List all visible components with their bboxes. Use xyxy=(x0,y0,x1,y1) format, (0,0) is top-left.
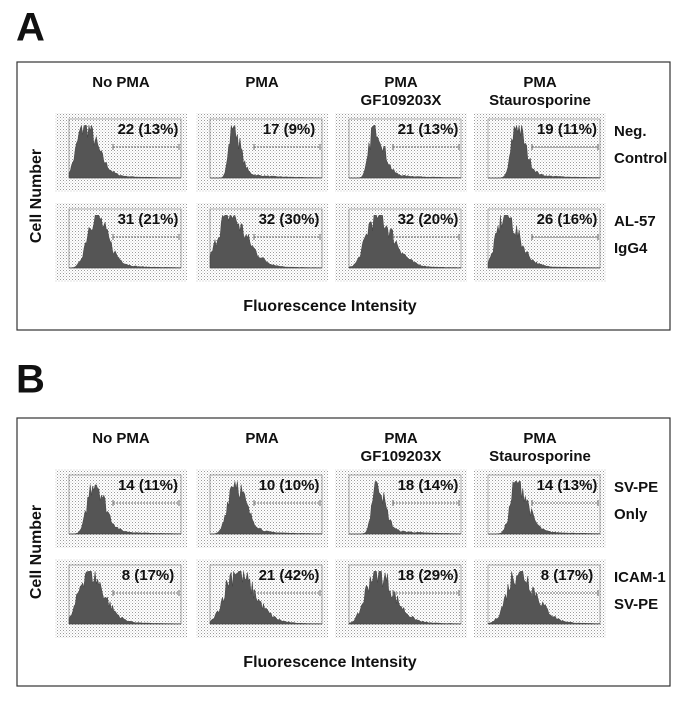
row-label: ICAM-1 xyxy=(614,569,666,586)
column-header: GF109203X xyxy=(361,92,442,109)
panel-letter: B xyxy=(16,358,45,402)
column-header: Staurosporine xyxy=(489,92,591,109)
x-axis-label: Fluorescence Intensity xyxy=(243,654,416,671)
histogram xyxy=(210,124,323,179)
histogram xyxy=(488,481,601,535)
gate-count-label: 8 (17%) xyxy=(541,567,594,584)
plot-background xyxy=(335,203,467,282)
histogram xyxy=(68,124,182,179)
gate-count-label: 22 (13%) xyxy=(118,121,179,138)
gate-count-label: 8 (17%) xyxy=(122,567,175,584)
y-axis-label: Cell Number xyxy=(28,149,45,243)
histogram-plot xyxy=(196,203,328,282)
gate-count-label: 32 (30%) xyxy=(259,211,320,228)
gate-count-label: 14 (11%) xyxy=(118,477,178,494)
plot-background xyxy=(55,469,187,548)
histogram xyxy=(209,571,323,625)
histogram xyxy=(68,571,182,625)
column-header: GF109203X xyxy=(361,448,442,465)
histogram-plot xyxy=(55,559,187,638)
panel-box xyxy=(16,417,671,687)
row-label: SV-PE xyxy=(614,596,658,613)
plot-background xyxy=(196,469,328,548)
gate-count-label: 21 (13%) xyxy=(398,121,459,138)
y-axis-label: Cell Number xyxy=(28,505,45,599)
gate-count-label: 21 (42%) xyxy=(259,567,320,584)
column-header: No PMA xyxy=(92,74,150,91)
plot-background xyxy=(335,469,467,548)
panel-letter: A xyxy=(16,6,45,50)
histogram-plot xyxy=(196,113,328,192)
histogram-plot xyxy=(474,113,606,192)
histogram-plot xyxy=(335,113,467,192)
gate-count-label: 18 (14%) xyxy=(398,477,459,494)
histogram-plot xyxy=(335,559,467,638)
histogram-plot xyxy=(474,203,606,282)
histogram-plot xyxy=(474,559,606,638)
histogram-plot xyxy=(335,469,467,548)
histogram-plot xyxy=(474,469,606,548)
histogram xyxy=(69,484,182,535)
row-label: SV-PE xyxy=(614,479,658,496)
column-header: PMA xyxy=(245,74,279,91)
plot-background xyxy=(474,469,606,548)
column-header: PMA xyxy=(523,430,557,447)
column-header: PMA xyxy=(245,430,279,447)
row-label: Control xyxy=(614,150,667,167)
column-header: PMA xyxy=(523,74,557,91)
histogram-plot xyxy=(335,203,467,282)
row-label: Neg. xyxy=(614,123,647,140)
histogram-plot xyxy=(196,559,328,638)
plot-background xyxy=(335,559,467,638)
histogram xyxy=(487,215,601,269)
histogram xyxy=(488,125,601,179)
histogram xyxy=(349,125,462,179)
histogram-plot xyxy=(55,113,187,192)
plot-background xyxy=(55,203,187,282)
histogram xyxy=(348,571,462,625)
column-header: PMA xyxy=(384,74,418,91)
histogram-plot xyxy=(196,469,328,548)
panel-box xyxy=(16,61,671,331)
gate-count-label: 17 (9%) xyxy=(263,121,316,138)
plot-background xyxy=(474,113,606,192)
column-header: PMA xyxy=(384,430,418,447)
histogram xyxy=(349,481,462,535)
gate-count-label: 31 (21%) xyxy=(118,211,179,228)
gate-count-label: 10 (10%) xyxy=(259,477,320,494)
row-label: AL-57 xyxy=(614,213,656,230)
x-axis-label: Fluorescence Intensity xyxy=(243,298,416,315)
plot-background xyxy=(196,559,328,638)
column-header: Staurosporine xyxy=(489,448,591,465)
plot-background xyxy=(335,113,467,192)
gate-count-label: 19 (11%) xyxy=(537,121,597,138)
gate-count-label: 32 (20%) xyxy=(398,211,459,228)
histogram xyxy=(68,215,182,269)
histogram-plot xyxy=(55,203,187,282)
column-header: No PMA xyxy=(92,430,150,447)
histogram xyxy=(487,571,601,625)
histogram xyxy=(210,481,323,535)
plot-background xyxy=(196,113,328,192)
plot-background xyxy=(474,559,606,638)
row-label: IgG4 xyxy=(614,240,648,257)
histogram-plot xyxy=(55,469,187,548)
histogram xyxy=(348,215,462,269)
histogram xyxy=(209,214,323,269)
gate-count-label: 18 (29%) xyxy=(398,567,459,584)
gate-count-label: 26 (16%) xyxy=(537,211,598,228)
gate-count-label: 14 (13%) xyxy=(537,477,598,494)
row-label: Only xyxy=(614,506,648,523)
